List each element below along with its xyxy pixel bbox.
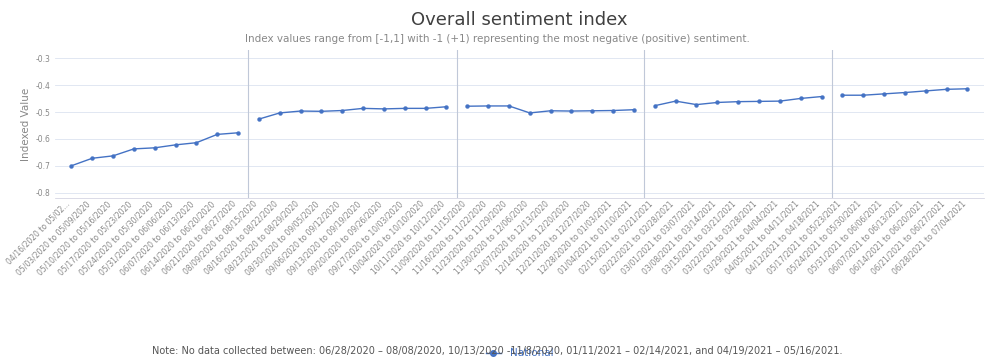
Text: Note: No data collected between: 06/28/2020 – 08/08/2020, 10/13/2020 -11/8/2020,: Note: No data collected between: 06/28/2… — [152, 346, 842, 356]
Title: Overall sentiment index: Overall sentiment index — [412, 12, 627, 30]
Text: Index values range from [-1,1] with -1 (+1) representing the most negative (posi: Index values range from [-1,1] with -1 (… — [245, 34, 749, 44]
Y-axis label: Indexed Value: Indexed Value — [22, 87, 32, 161]
Legend: National: National — [481, 344, 558, 360]
